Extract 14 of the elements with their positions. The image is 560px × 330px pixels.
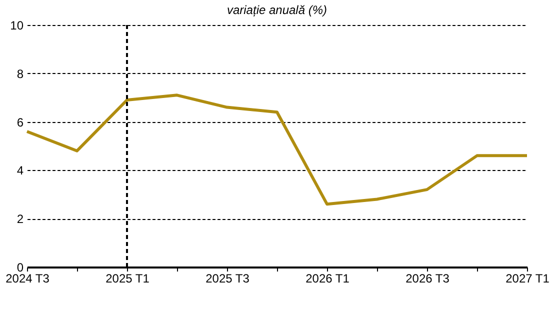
y-tick-label: 6	[16, 115, 24, 130]
x-tick-label: 2026 T3	[406, 272, 450, 286]
y-tick-label: 8	[16, 66, 24, 81]
line-series	[26, 94, 528, 206]
y-tick-label: 0	[16, 260, 24, 274]
y-tick-label: 10	[10, 18, 24, 32]
x-tick-label: 2025 T3	[206, 272, 250, 286]
x-tick-label: 2026 T1	[306, 272, 350, 286]
chart-title: variație anuală (%)	[226, 3, 328, 17]
y-tick-label: 4	[16, 164, 24, 178]
x-tick-label: 2027 T1	[506, 272, 550, 286]
y-tick-label: 2	[16, 212, 24, 226]
x-tick-label: 2024 T3	[6, 272, 50, 286]
x-tick-label: 2025 T1	[106, 272, 150, 286]
